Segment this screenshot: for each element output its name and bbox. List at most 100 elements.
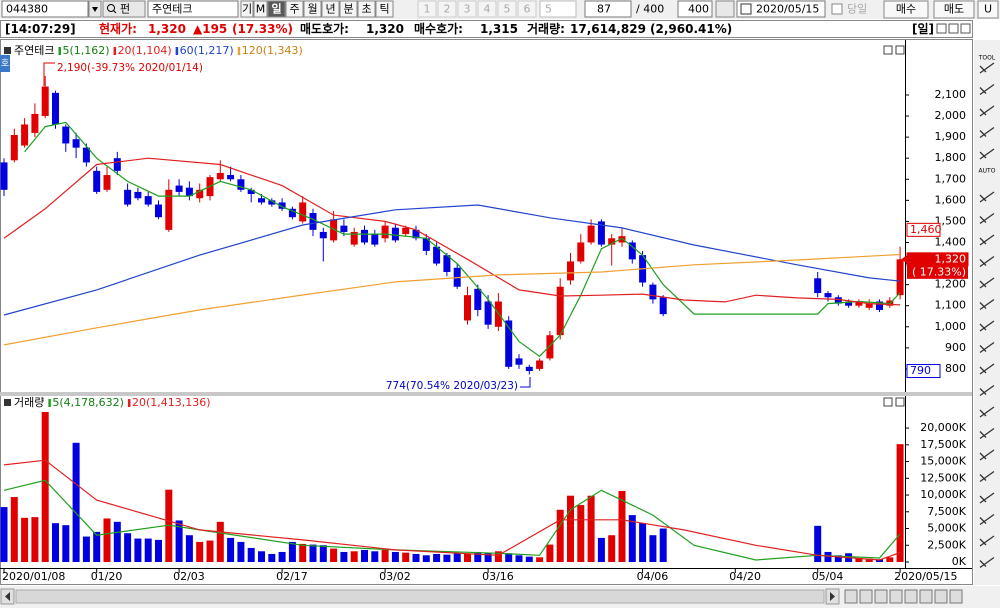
- panel-button[interactable]: [895, 397, 905, 407]
- candle-body: [402, 227, 410, 235]
- number-label: 1: [424, 3, 431, 16]
- user-button[interactable]: [977, 0, 999, 19]
- period-button[interactable]: [285, 0, 304, 18]
- date-field[interactable]: [736, 0, 826, 18]
- y-tick-label: 20,000K: [920, 421, 966, 434]
- name-field: [147, 0, 239, 18]
- tool-icon[interactable]: [979, 320, 995, 332]
- apply-button[interactable]: [715, 0, 735, 18]
- number-button[interactable]: [517, 0, 537, 18]
- max-field[interactable]: [677, 0, 713, 18]
- number-button[interactable]: [457, 0, 477, 18]
- tool-icon[interactable]: [979, 298, 995, 311]
- bottom-icon[interactable]: [889, 589, 903, 604]
- code-input[interactable]: [1, 0, 89, 18]
- candle-body: [597, 221, 605, 245]
- candle-body: [865, 303, 873, 308]
- number-button[interactable]: [497, 0, 517, 18]
- candle-body: [536, 360, 544, 369]
- ma-line: [24, 121, 901, 358]
- bottom-icon[interactable]: [904, 589, 918, 604]
- legend-entry: 20(1,413,136): [132, 396, 211, 409]
- tool-icon[interactable]: [979, 212, 995, 225]
- tool-icon[interactable]: [979, 191, 995, 203]
- tool-icon[interactable]: [979, 470, 995, 483]
- tool-icon[interactable]: [979, 62, 995, 74]
- tool-icon[interactable]: [979, 363, 995, 375]
- volume-bar: [155, 539, 162, 562]
- period-button[interactable]: [339, 0, 358, 18]
- candle-body: [876, 301, 883, 310]
- period-button[interactable]: [253, 0, 268, 18]
- volume-bar: [206, 540, 214, 562]
- tool-icon[interactable]: [979, 449, 995, 461]
- tool-icon[interactable]: [979, 255, 995, 268]
- y-tick-label: 800: [945, 362, 966, 375]
- number-button[interactable]: [477, 0, 497, 18]
- tool-icon[interactable]: [979, 126, 995, 139]
- period-button[interactable]: [375, 0, 394, 18]
- y-tick-label: 1,600: [935, 193, 967, 206]
- tool-icon[interactable]: [979, 535, 995, 547]
- window-button[interactable]: [948, 23, 959, 34]
- period-button[interactable]: [357, 0, 376, 18]
- tool-icon[interactable]: [979, 277, 995, 289]
- bottom-icon[interactable]: [844, 589, 858, 604]
- annotation-arrow: [43, 62, 55, 86]
- window-button[interactable]: [960, 23, 971, 34]
- side-tab[interactable]: [0, 55, 10, 72]
- volume-bar: [82, 536, 90, 562]
- volume-bar: [391, 551, 399, 562]
- bottom-icon[interactable]: [949, 589, 963, 604]
- user: U: [984, 3, 992, 16]
- tool-icon[interactable]: [979, 148, 995, 160]
- count-spin[interactable]: [584, 0, 632, 18]
- volume-bar: [876, 559, 883, 562]
- panel-button[interactable]: [895, 45, 905, 55]
- interval-select[interactable]: [539, 0, 577, 18]
- volume-bar: [165, 489, 173, 562]
- bottom-icon[interactable]: [934, 589, 948, 604]
- tool-icon[interactable]: [979, 234, 995, 246]
- volume-bar: [525, 556, 533, 562]
- period-button[interactable]: [303, 0, 322, 18]
- buy-button[interactable]: [883, 0, 929, 19]
- candle-body: [72, 139, 80, 148]
- period-button[interactable]: [240, 0, 254, 18]
- bottom-icon[interactable]: [919, 589, 933, 604]
- tool-icon[interactable]: [979, 105, 995, 117]
- tool-icon[interactable]: [979, 83, 995, 96]
- ask-label: 매도호가:: [300, 21, 349, 36]
- today-checkbox[interactable]: [831, 3, 843, 15]
- tool-icon[interactable]: [979, 341, 995, 354]
- bottom-icon[interactable]: [859, 589, 873, 604]
- tool-icon[interactable]: [979, 492, 995, 504]
- panel-button[interactable]: [883, 397, 893, 407]
- number-label: 5: [504, 3, 511, 16]
- tool-icon[interactable]: [979, 556, 995, 569]
- period-label: 기: [242, 3, 252, 16]
- number-button[interactable]: [417, 0, 437, 18]
- period-button[interactable]: [267, 0, 286, 18]
- period-button[interactable]: [321, 0, 340, 18]
- tool-icon[interactable]: [979, 384, 995, 397]
- number-button[interactable]: [437, 0, 457, 18]
- bottom-icon[interactable]: [874, 589, 888, 604]
- candle-body: [288, 208, 296, 218]
- tool-icon[interactable]: [979, 406, 995, 418]
- y-tick-label: 1,700: [935, 172, 967, 185]
- panel-button[interactable]: [883, 45, 893, 55]
- volume-bar: [41, 411, 49, 562]
- candle-body: [299, 202, 307, 222]
- scroll-thumb[interactable]: [15, 589, 825, 604]
- window-button[interactable]: [936, 23, 947, 34]
- candle-body: [361, 229, 368, 243]
- x-tick-label: 05/04: [812, 570, 844, 583]
- y-tick-label: 2,000: [935, 109, 967, 122]
- price-marker-label: 1,460: [910, 223, 942, 236]
- sell-button[interactable]: [933, 0, 975, 19]
- tool-icon[interactable]: [979, 513, 995, 526]
- tool-icon[interactable]: [979, 427, 995, 440]
- candle-body: [62, 126, 70, 144]
